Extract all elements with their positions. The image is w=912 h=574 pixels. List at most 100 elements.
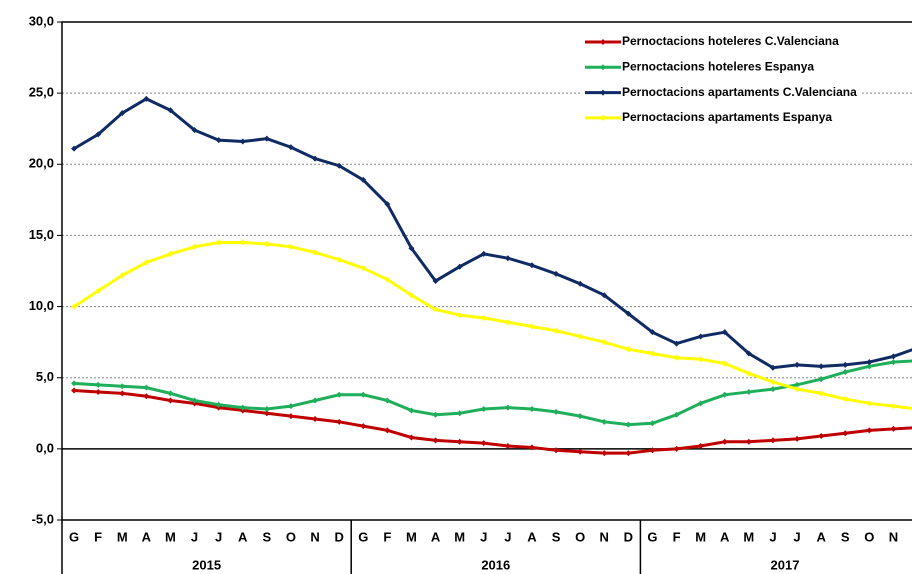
point xyxy=(577,448,584,455)
point xyxy=(697,333,704,340)
point xyxy=(745,438,752,445)
point xyxy=(769,364,776,371)
point xyxy=(263,406,270,413)
y-tick-label: 5,0 xyxy=(36,369,54,384)
point xyxy=(504,443,511,450)
point xyxy=(721,329,728,336)
x-tick-label: A xyxy=(142,529,152,544)
point xyxy=(890,425,897,432)
point xyxy=(625,310,632,317)
y-tick-label: 0,0 xyxy=(36,440,54,455)
point xyxy=(818,376,825,383)
point xyxy=(553,270,560,277)
point xyxy=(143,393,150,400)
x-tick-label: N xyxy=(310,529,319,544)
point xyxy=(456,410,463,417)
point xyxy=(384,276,391,283)
point xyxy=(818,390,825,397)
x-tick-label: D xyxy=(624,529,633,544)
x-tick-label: J xyxy=(215,529,222,544)
point xyxy=(119,383,126,390)
x-tick-label: M xyxy=(165,529,176,544)
point xyxy=(745,388,752,395)
legend-label: Pernoctacions hoteleres C.Valenciana xyxy=(622,34,839,48)
point xyxy=(528,323,535,330)
point xyxy=(239,404,246,411)
point xyxy=(818,363,825,370)
legend-label: Pernoctacions apartaments Espanya xyxy=(622,110,832,124)
point xyxy=(119,272,126,279)
point xyxy=(432,437,439,444)
point xyxy=(794,386,801,393)
point xyxy=(504,319,511,326)
legend-bg xyxy=(581,33,843,51)
year-label: 2017 xyxy=(771,557,800,572)
point xyxy=(143,259,150,266)
point xyxy=(167,250,174,257)
point xyxy=(287,413,294,420)
y-tick-label: 30,0 xyxy=(29,13,54,28)
point xyxy=(577,280,584,287)
point xyxy=(553,447,560,454)
point xyxy=(456,312,463,319)
point xyxy=(95,131,102,138)
legend-marker xyxy=(600,64,606,71)
x-tick-label: O xyxy=(575,529,585,544)
x-tick-label: M xyxy=(406,529,417,544)
point xyxy=(71,303,78,310)
point xyxy=(649,350,656,357)
legend-marker xyxy=(600,114,606,121)
y-tick-label: 15,0 xyxy=(29,227,54,242)
legend-bg xyxy=(581,58,819,77)
point xyxy=(71,387,78,394)
point xyxy=(890,359,897,366)
point xyxy=(143,384,150,391)
point xyxy=(649,447,656,454)
point xyxy=(673,445,680,452)
point xyxy=(360,391,367,398)
point xyxy=(384,427,391,434)
point xyxy=(287,144,294,151)
point xyxy=(287,403,294,410)
point xyxy=(360,265,367,272)
point xyxy=(336,256,343,263)
x-tick-label: F xyxy=(383,529,391,544)
point xyxy=(673,411,680,418)
point xyxy=(842,369,849,376)
y-tick-label: -5,0 xyxy=(32,511,54,526)
y-tick-label: 20,0 xyxy=(29,156,54,171)
point xyxy=(528,262,535,269)
point xyxy=(312,249,319,256)
point xyxy=(191,243,198,250)
x-tick-label: G xyxy=(358,529,368,544)
x-tick-label: O xyxy=(864,529,874,544)
x-tick-label: M xyxy=(117,529,128,544)
point xyxy=(360,423,367,430)
point xyxy=(95,381,102,388)
point xyxy=(239,239,246,246)
point xyxy=(215,137,222,144)
point xyxy=(504,255,511,262)
point xyxy=(890,353,897,360)
x-tick-label: A xyxy=(238,529,248,544)
x-tick-label: M xyxy=(743,529,754,544)
point xyxy=(745,350,752,357)
point xyxy=(577,333,584,340)
point xyxy=(697,400,704,407)
point xyxy=(625,421,632,428)
x-tick-label: S xyxy=(841,529,850,544)
x-tick-label: G xyxy=(647,529,657,544)
point xyxy=(842,396,849,403)
point xyxy=(191,397,198,404)
point xyxy=(167,397,174,404)
point xyxy=(191,127,198,134)
point xyxy=(480,250,487,257)
legend-bg xyxy=(581,108,837,127)
legend-bg xyxy=(581,83,861,102)
point xyxy=(794,381,801,388)
point xyxy=(649,420,656,427)
x-tick-label: G xyxy=(69,529,79,544)
point xyxy=(95,287,102,294)
point xyxy=(866,427,873,434)
point xyxy=(456,438,463,445)
